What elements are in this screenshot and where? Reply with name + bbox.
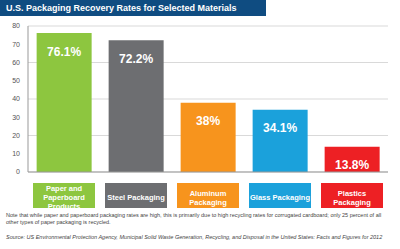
svg-text:30: 30	[12, 114, 20, 121]
svg-text:Glass Packaging: Glass Packaging	[250, 193, 310, 202]
svg-text:Paperboard: Paperboard	[43, 193, 85, 202]
svg-text:Aluminum: Aluminum	[190, 189, 227, 198]
svg-text:Plastics: Plastics	[338, 189, 366, 198]
svg-text:50: 50	[12, 77, 20, 84]
svg-text:13.8%: 13.8%	[335, 158, 369, 172]
svg-text:60: 60	[12, 59, 20, 66]
svg-text:34.1%: 34.1%	[263, 121, 297, 135]
svg-text:70: 70	[12, 41, 20, 48]
svg-text:76.1%: 76.1%	[47, 45, 81, 59]
html-text:Source: US Environmental Prote: Source: US Environmental Protection Agen…	[6, 234, 383, 240]
svg-text:40: 40	[12, 95, 20, 102]
svg-text:Packaging: Packaging	[189, 198, 227, 207]
svg-text:80: 80	[12, 22, 20, 29]
svg-text:38%: 38%	[196, 114, 220, 128]
svg-text:Products: Products	[48, 202, 81, 208]
svg-text:Steel Packaging: Steel Packaging	[107, 193, 165, 202]
svg-text:72.2%: 72.2%	[119, 52, 153, 66]
svg-text:20: 20	[12, 132, 20, 139]
svg-text:10: 10	[12, 150, 20, 157]
svg-text:Packaging: Packaging	[333, 198, 371, 207]
svg-text:Paper and: Paper and	[46, 184, 83, 193]
html-text:Note that while paper and pape: Note that while paper and paperboard pac…	[6, 212, 382, 225]
svg-text:0: 0	[16, 168, 20, 175]
html-text:U.S. Packaging Recovery Rates: U.S. Packaging Recovery Rates for Select…	[6, 3, 237, 13]
